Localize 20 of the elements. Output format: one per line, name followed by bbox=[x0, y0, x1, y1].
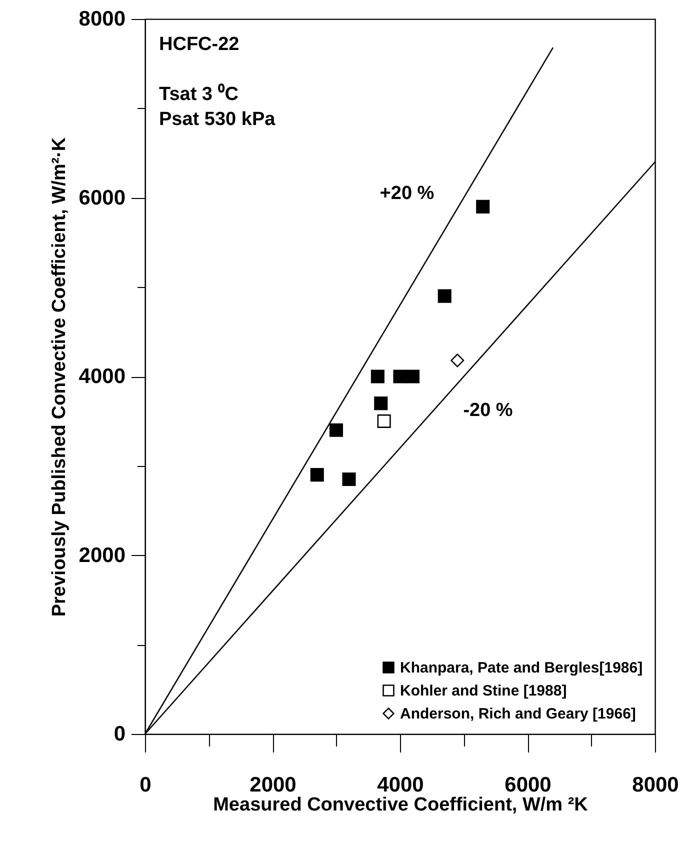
legend-label: Anderson, Rich and Geary [1966] bbox=[400, 706, 636, 722]
annotation: HCFC-22 bbox=[159, 34, 240, 55]
y-tick-label: 0 bbox=[114, 722, 126, 746]
x-tick-label: 0 bbox=[140, 774, 152, 796]
y-tick-label: 2000 bbox=[78, 544, 126, 567]
x-tick-label: 4000 bbox=[377, 774, 424, 796]
x-tick-label: 8000 bbox=[632, 774, 679, 796]
annotation: +20 % bbox=[380, 183, 434, 204]
y-tick-label: 8000 bbox=[78, 8, 126, 30]
legend-label: Khanpara, Pate and Bergles[1986] bbox=[400, 660, 643, 676]
annotation: -20 % bbox=[463, 400, 513, 421]
legend-label: Kohler and Stine [1988] bbox=[400, 682, 567, 700]
y-tick-label: 4000 bbox=[78, 365, 126, 388]
x-tick-label: 2000 bbox=[250, 774, 296, 796]
y-tick-label: 6000 bbox=[78, 186, 126, 210]
x-axis-title: Measured Convective Coefficient, W/m ²K bbox=[213, 794, 588, 816]
annotation: Tsat 3 ⁰C bbox=[159, 83, 239, 105]
x-tick-label: 6000 bbox=[504, 774, 552, 796]
annotation: Psat 530 kPa bbox=[159, 109, 276, 130]
y-axis-title: Previously Published Convective Coefficient, W/m²·K bbox=[48, 137, 70, 617]
